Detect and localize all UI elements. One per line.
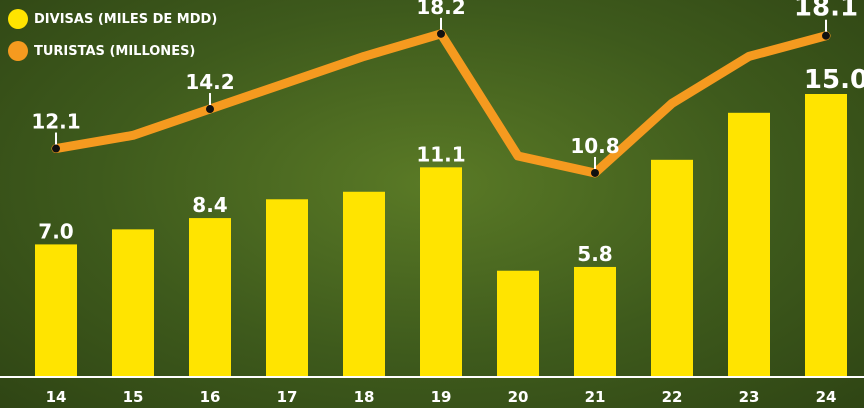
x-tick-label-22: 22 — [662, 388, 683, 406]
x-tick-label-23: 23 — [739, 388, 760, 406]
bar-label-14: 7.0 — [38, 219, 73, 243]
line-label-16: 14.2 — [185, 70, 234, 94]
x-tick-label-17: 17 — [277, 388, 298, 406]
line-marker-14 — [52, 144, 60, 153]
line-label-14: 12.1 — [31, 110, 80, 134]
bar-22 — [651, 159, 693, 376]
line-label-21: 10.8 — [570, 134, 619, 158]
x-tick-label-20: 20 — [508, 388, 529, 406]
x-tick-label-14: 14 — [46, 388, 67, 406]
bar-label-24: 15.0 — [804, 65, 864, 95]
bar-21 — [574, 266, 616, 376]
line-marker-24 — [822, 31, 830, 40]
legend-label-turistas: TURISTAS (MILLONES) — [34, 43, 196, 59]
line-label-24: 18.1 — [794, 0, 858, 23]
bar-15 — [112, 229, 154, 376]
bar-20 — [497, 270, 539, 376]
bar-label-16: 8.4 — [192, 193, 227, 217]
legend-swatch-turistas — [8, 41, 28, 61]
bar-label-19: 11.1 — [416, 142, 465, 166]
line-marker-19 — [437, 29, 445, 38]
bar-24 — [805, 94, 847, 376]
x-tick-label-21: 21 — [585, 388, 606, 406]
x-tick-label-18: 18 — [354, 388, 375, 406]
bar-label-21: 5.8 — [577, 242, 612, 266]
legend-item-divisas: DIVISAS (MILES DE MDD) — [8, 8, 217, 30]
legend-item-turistas: TURISTAS (MILLONES) — [8, 40, 217, 62]
x-tick-label-15: 15 — [123, 388, 144, 406]
legend: DIVISAS (MILES DE MDD) TURISTAS (MILLONE… — [8, 8, 217, 72]
bar-14 — [35, 244, 77, 376]
legend-label-divisas: DIVISAS (MILES DE MDD) — [34, 11, 218, 27]
line-marker-16 — [206, 105, 214, 114]
bar-16 — [189, 218, 231, 376]
bar-19 — [420, 167, 462, 376]
line-label-19: 18.2 — [416, 0, 465, 19]
line-marker-21 — [591, 168, 599, 177]
x-tick-label-16: 16 — [200, 388, 221, 406]
legend-swatch-divisas — [8, 9, 28, 29]
x-tick-label-24: 24 — [816, 388, 837, 406]
bar-18 — [343, 191, 385, 376]
bar-17 — [266, 199, 308, 376]
x-tick-label-19: 19 — [431, 388, 452, 406]
bar-23 — [728, 112, 770, 377]
